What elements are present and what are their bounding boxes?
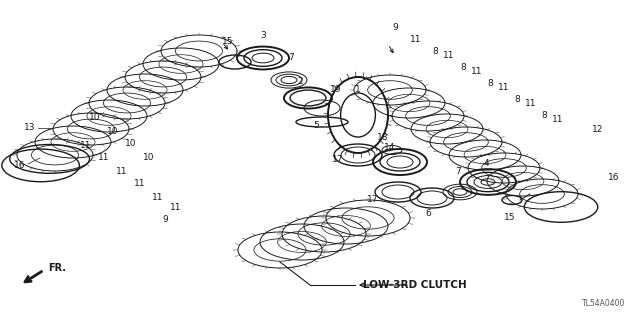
Text: 18: 18 (377, 133, 388, 143)
Text: 10: 10 (143, 153, 155, 162)
Text: 2: 2 (297, 78, 303, 86)
Text: 16: 16 (14, 160, 26, 169)
Text: 3: 3 (260, 31, 266, 40)
Text: 11: 11 (80, 140, 92, 150)
Text: 8: 8 (487, 79, 493, 88)
Text: 9: 9 (162, 216, 168, 225)
Text: 19: 19 (330, 85, 342, 94)
Text: 7: 7 (455, 167, 461, 176)
Text: 11: 11 (99, 153, 109, 162)
Text: 11: 11 (499, 84, 509, 93)
Text: 15: 15 (222, 38, 234, 47)
Text: 11: 11 (152, 192, 164, 202)
Text: 17: 17 (367, 196, 379, 204)
Text: 15: 15 (504, 213, 516, 222)
Text: 8: 8 (541, 112, 547, 121)
Text: 10: 10 (108, 127, 119, 136)
Text: 9: 9 (392, 24, 398, 33)
Text: 11: 11 (410, 35, 422, 44)
Text: 11: 11 (525, 100, 537, 108)
Text: 14: 14 (384, 144, 396, 152)
Text: TL54A0400: TL54A0400 (582, 299, 625, 308)
Text: 5: 5 (313, 122, 319, 130)
Text: 11: 11 (134, 180, 146, 189)
Text: 4: 4 (483, 159, 489, 167)
Text: 8: 8 (432, 48, 438, 56)
Text: 13: 13 (24, 123, 36, 132)
Text: 10: 10 (125, 139, 137, 149)
Text: 16: 16 (608, 174, 620, 182)
Text: 12: 12 (592, 125, 604, 135)
Text: FR.: FR. (48, 263, 66, 273)
Text: 11: 11 (552, 115, 564, 124)
Text: 8: 8 (460, 63, 466, 72)
Text: 11: 11 (170, 204, 182, 212)
Text: 7: 7 (288, 54, 294, 63)
Text: 11: 11 (471, 68, 483, 77)
Text: 11: 11 (444, 51, 455, 61)
Text: LOW-3RD CLUTCH: LOW-3RD CLUTCH (363, 280, 467, 290)
Text: 6: 6 (425, 209, 431, 218)
Text: 1: 1 (355, 85, 361, 94)
Text: 8: 8 (514, 95, 520, 105)
Text: 17: 17 (332, 155, 344, 165)
Text: 11: 11 (116, 167, 128, 175)
Text: 10: 10 (89, 114, 100, 122)
